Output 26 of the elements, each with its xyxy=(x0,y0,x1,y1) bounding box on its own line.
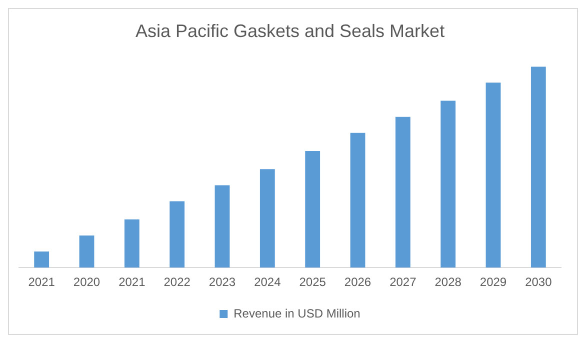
bar xyxy=(395,116,410,268)
bar xyxy=(79,235,94,268)
x-tick-label: 2030 xyxy=(525,275,552,290)
x-tick-label: 2021 xyxy=(28,275,56,290)
x-tick-label: 2025 xyxy=(299,275,326,290)
bar xyxy=(305,151,320,268)
legend-label: Revenue in USD Million xyxy=(234,306,360,320)
bar xyxy=(34,252,50,268)
x-tick-label: 2023 xyxy=(208,275,236,290)
bar xyxy=(260,169,275,268)
bar xyxy=(350,132,366,268)
bar xyxy=(170,201,185,268)
bar xyxy=(486,82,501,268)
x-tick-label: 2022 xyxy=(164,275,191,290)
x-tick-label: 2029 xyxy=(480,275,507,290)
bar xyxy=(440,100,456,268)
x-tick-label: 2020 xyxy=(73,275,100,290)
chart-title: Asia Pacific Gaskets and Seals Market xyxy=(135,20,445,41)
bar xyxy=(214,185,230,268)
bar xyxy=(530,66,546,268)
x-tick-label: 2021 xyxy=(118,275,146,290)
bar xyxy=(124,219,140,268)
x-tick-label: 2027 xyxy=(390,275,417,290)
x-tick-label: 2028 xyxy=(434,275,462,290)
x-tick-label: 2024 xyxy=(254,275,282,290)
x-tick-label: 2026 xyxy=(344,275,372,290)
